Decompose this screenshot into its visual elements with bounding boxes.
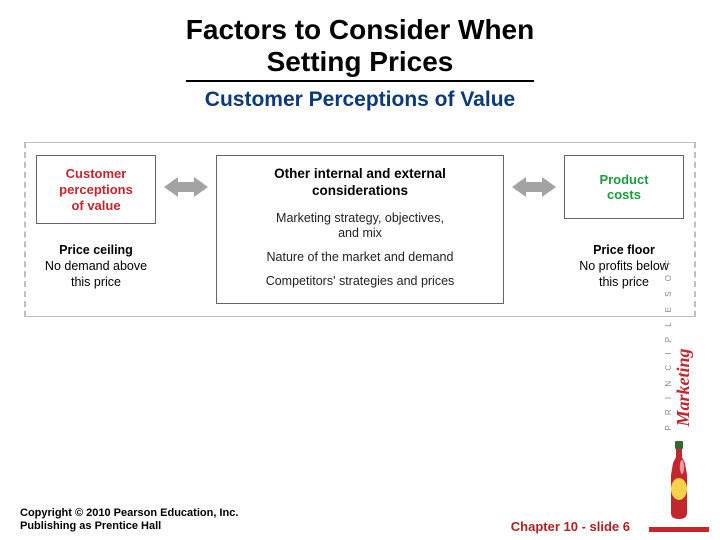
title-line-1: Factors to Consider When xyxy=(186,14,534,45)
box-customer-perceptions: Customer perceptions of value xyxy=(36,155,156,224)
arrow-right xyxy=(512,155,556,219)
left-label: Customer perceptions of value xyxy=(45,166,147,213)
below-row: Price ceiling No demand above this price… xyxy=(36,235,684,290)
double-arrow-icon xyxy=(164,175,208,199)
title-block: Factors to Consider When Setting Prices … xyxy=(0,0,720,112)
title-line-2: Setting Prices xyxy=(267,46,454,77)
double-arrow-icon xyxy=(512,175,556,199)
slide-number: Chapter 10 - slide 6 xyxy=(511,519,630,534)
ketchup-bottle-icon xyxy=(665,441,693,521)
middle-heading: Other internal and external consideratio… xyxy=(225,166,495,198)
brand-text: P R I N C I P L E S O F Marketing xyxy=(664,190,694,431)
below-left: Price ceiling No demand above this price xyxy=(36,243,156,290)
pricing-diagram: Customer perceptions of value Other inte… xyxy=(24,142,696,317)
footer: Copyright © 2010 Pearson Education, Inc.… xyxy=(20,507,630,535)
brand-rail: P R I N C I P L E S O F Marketing xyxy=(646,190,712,532)
brand-bar xyxy=(649,527,709,532)
copyright: Copyright © 2010 Pearson Education, Inc.… xyxy=(20,507,238,535)
arrow-left xyxy=(164,155,208,219)
subtitle: Customer Perceptions of Value xyxy=(0,88,720,112)
main-title: Factors to Consider When Setting Prices xyxy=(186,14,534,82)
